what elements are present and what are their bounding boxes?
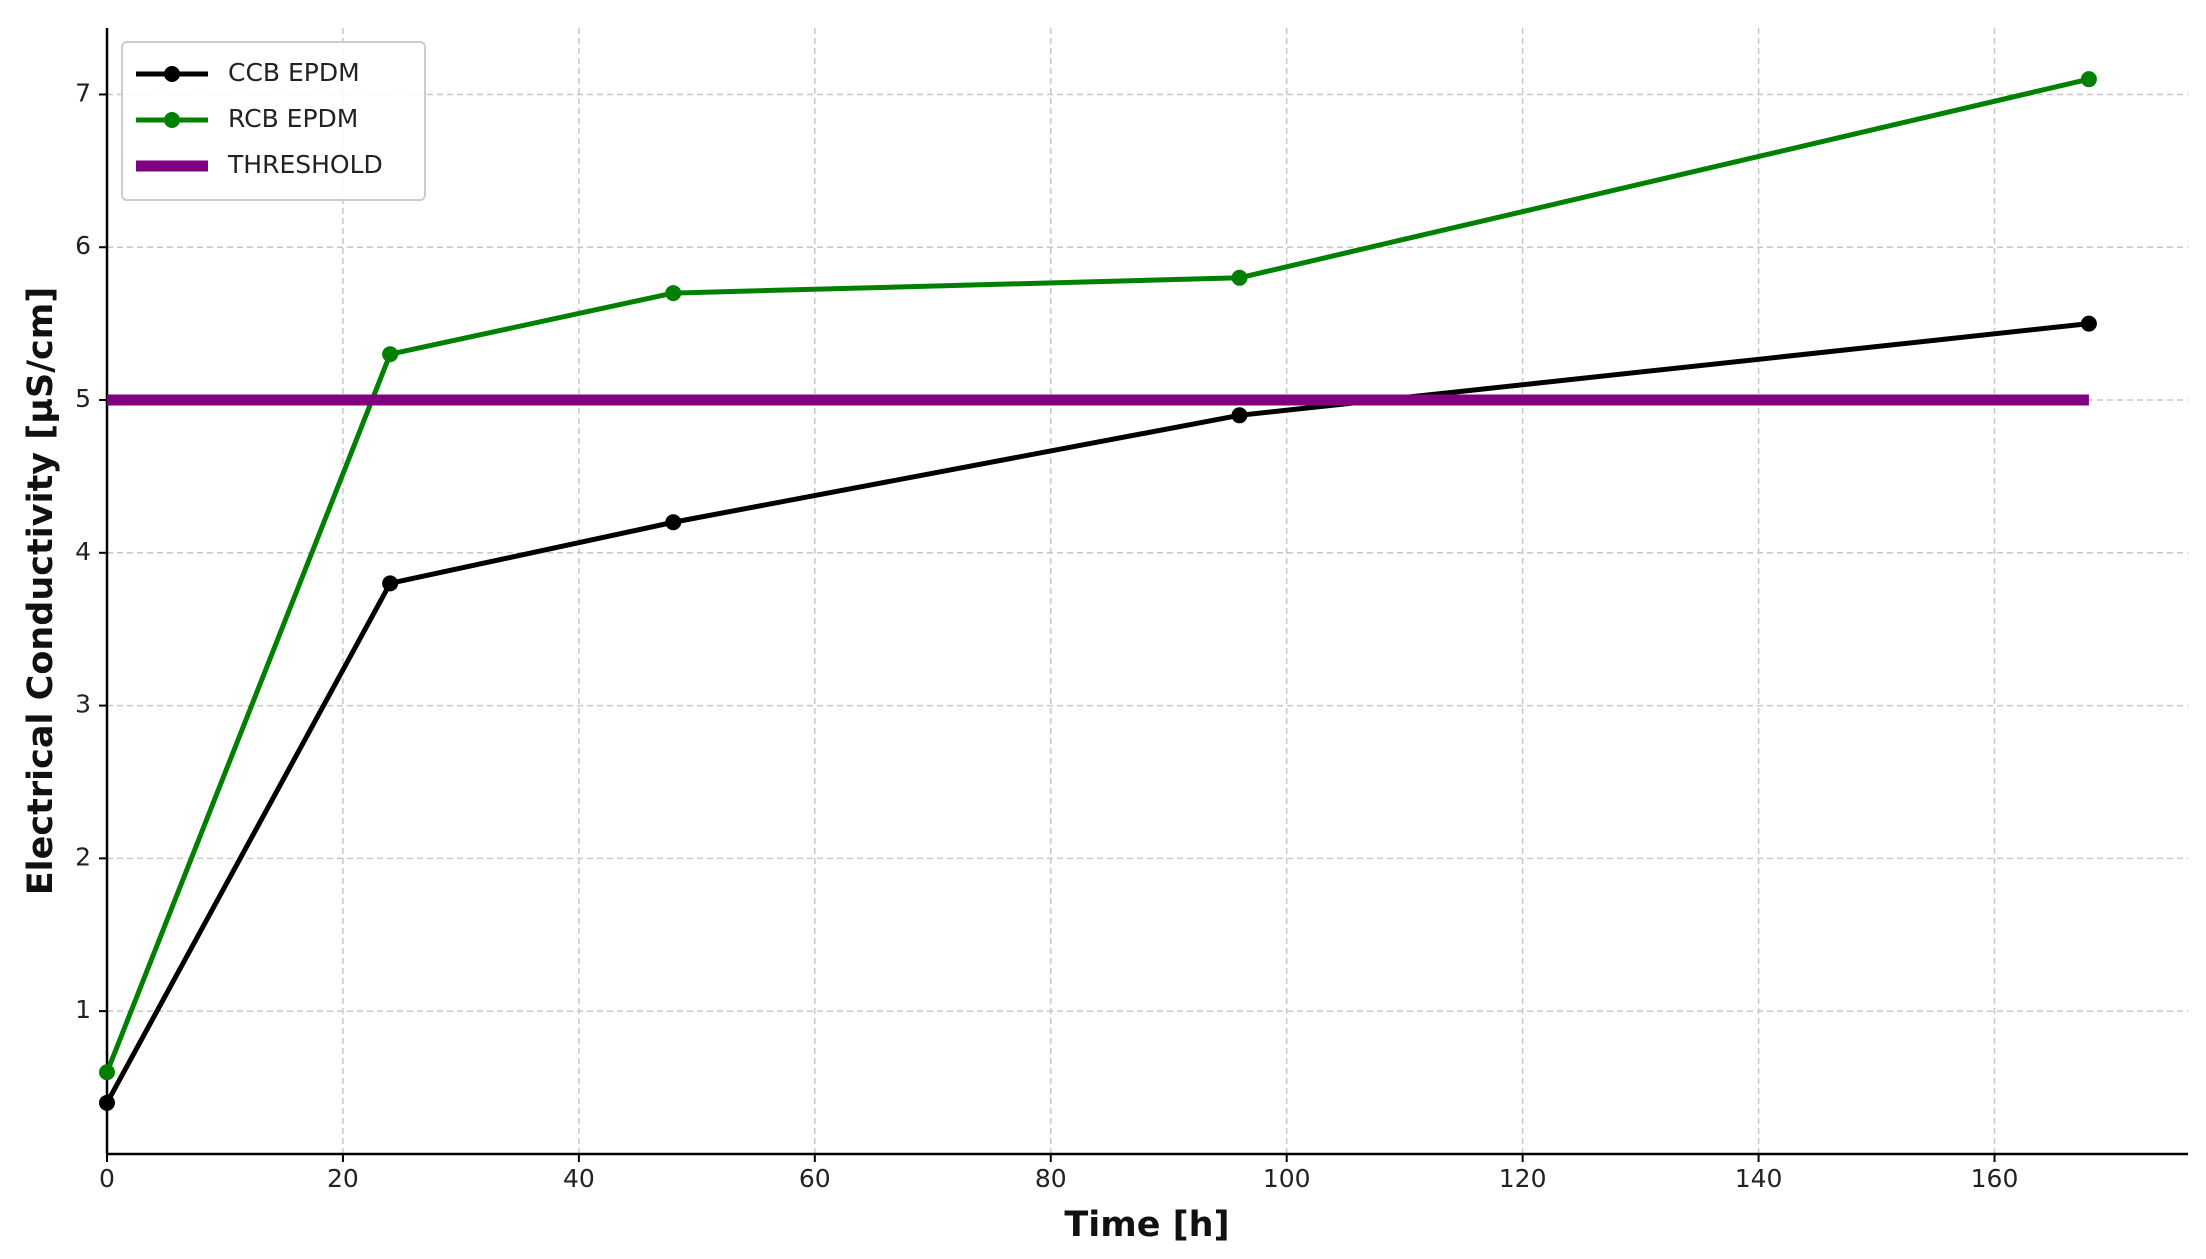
x-tick-label: 80: [1035, 1164, 1067, 1193]
data-point: [99, 1094, 115, 1111]
data-point: [382, 346, 399, 363]
x-tick-label: 40: [563, 1164, 595, 1193]
data-point: [382, 575, 399, 592]
x-axis-label: Time [h]: [1064, 1205, 1229, 1245]
data-point: [1231, 269, 1248, 286]
legend-label: THRESHOLD: [227, 150, 383, 179]
y-tick-label: 3: [75, 690, 91, 719]
series-line: [104, 76, 2090, 1074]
data-point: [2080, 315, 2097, 332]
x-tick-label: 120: [1499, 1164, 1547, 1193]
y-tick-label: 7: [75, 78, 91, 107]
legend-label: RCB EPDM: [228, 104, 358, 133]
data-point: [2080, 71, 2097, 88]
x-tick-label: 100: [1263, 1164, 1311, 1193]
x-tick-label: 140: [1735, 1164, 1783, 1193]
x-tick-label: 20: [327, 1164, 359, 1193]
y-tick-label: 2: [75, 842, 91, 871]
x-tick-label: 160: [1971, 1164, 2019, 1193]
series-line: [104, 321, 2090, 1105]
y-tick-label: 4: [75, 537, 91, 566]
data-point: [1231, 407, 1248, 424]
data-point: [99, 1064, 115, 1081]
y-tick-label: 5: [75, 384, 91, 413]
y-tick-label: 6: [75, 231, 91, 260]
data-point: [665, 514, 682, 531]
x-tick-label: 60: [799, 1164, 831, 1193]
data-point: [665, 285, 682, 302]
y-axis-label: Electrical Conductivity [µS/cm]: [21, 287, 61, 896]
legend-label: CCB EPDM: [228, 58, 360, 87]
legend-marker: [164, 112, 180, 128]
x-tick-label: 0: [99, 1164, 115, 1193]
y-tick-label: 1: [75, 995, 91, 1024]
legend-marker: [164, 66, 180, 82]
